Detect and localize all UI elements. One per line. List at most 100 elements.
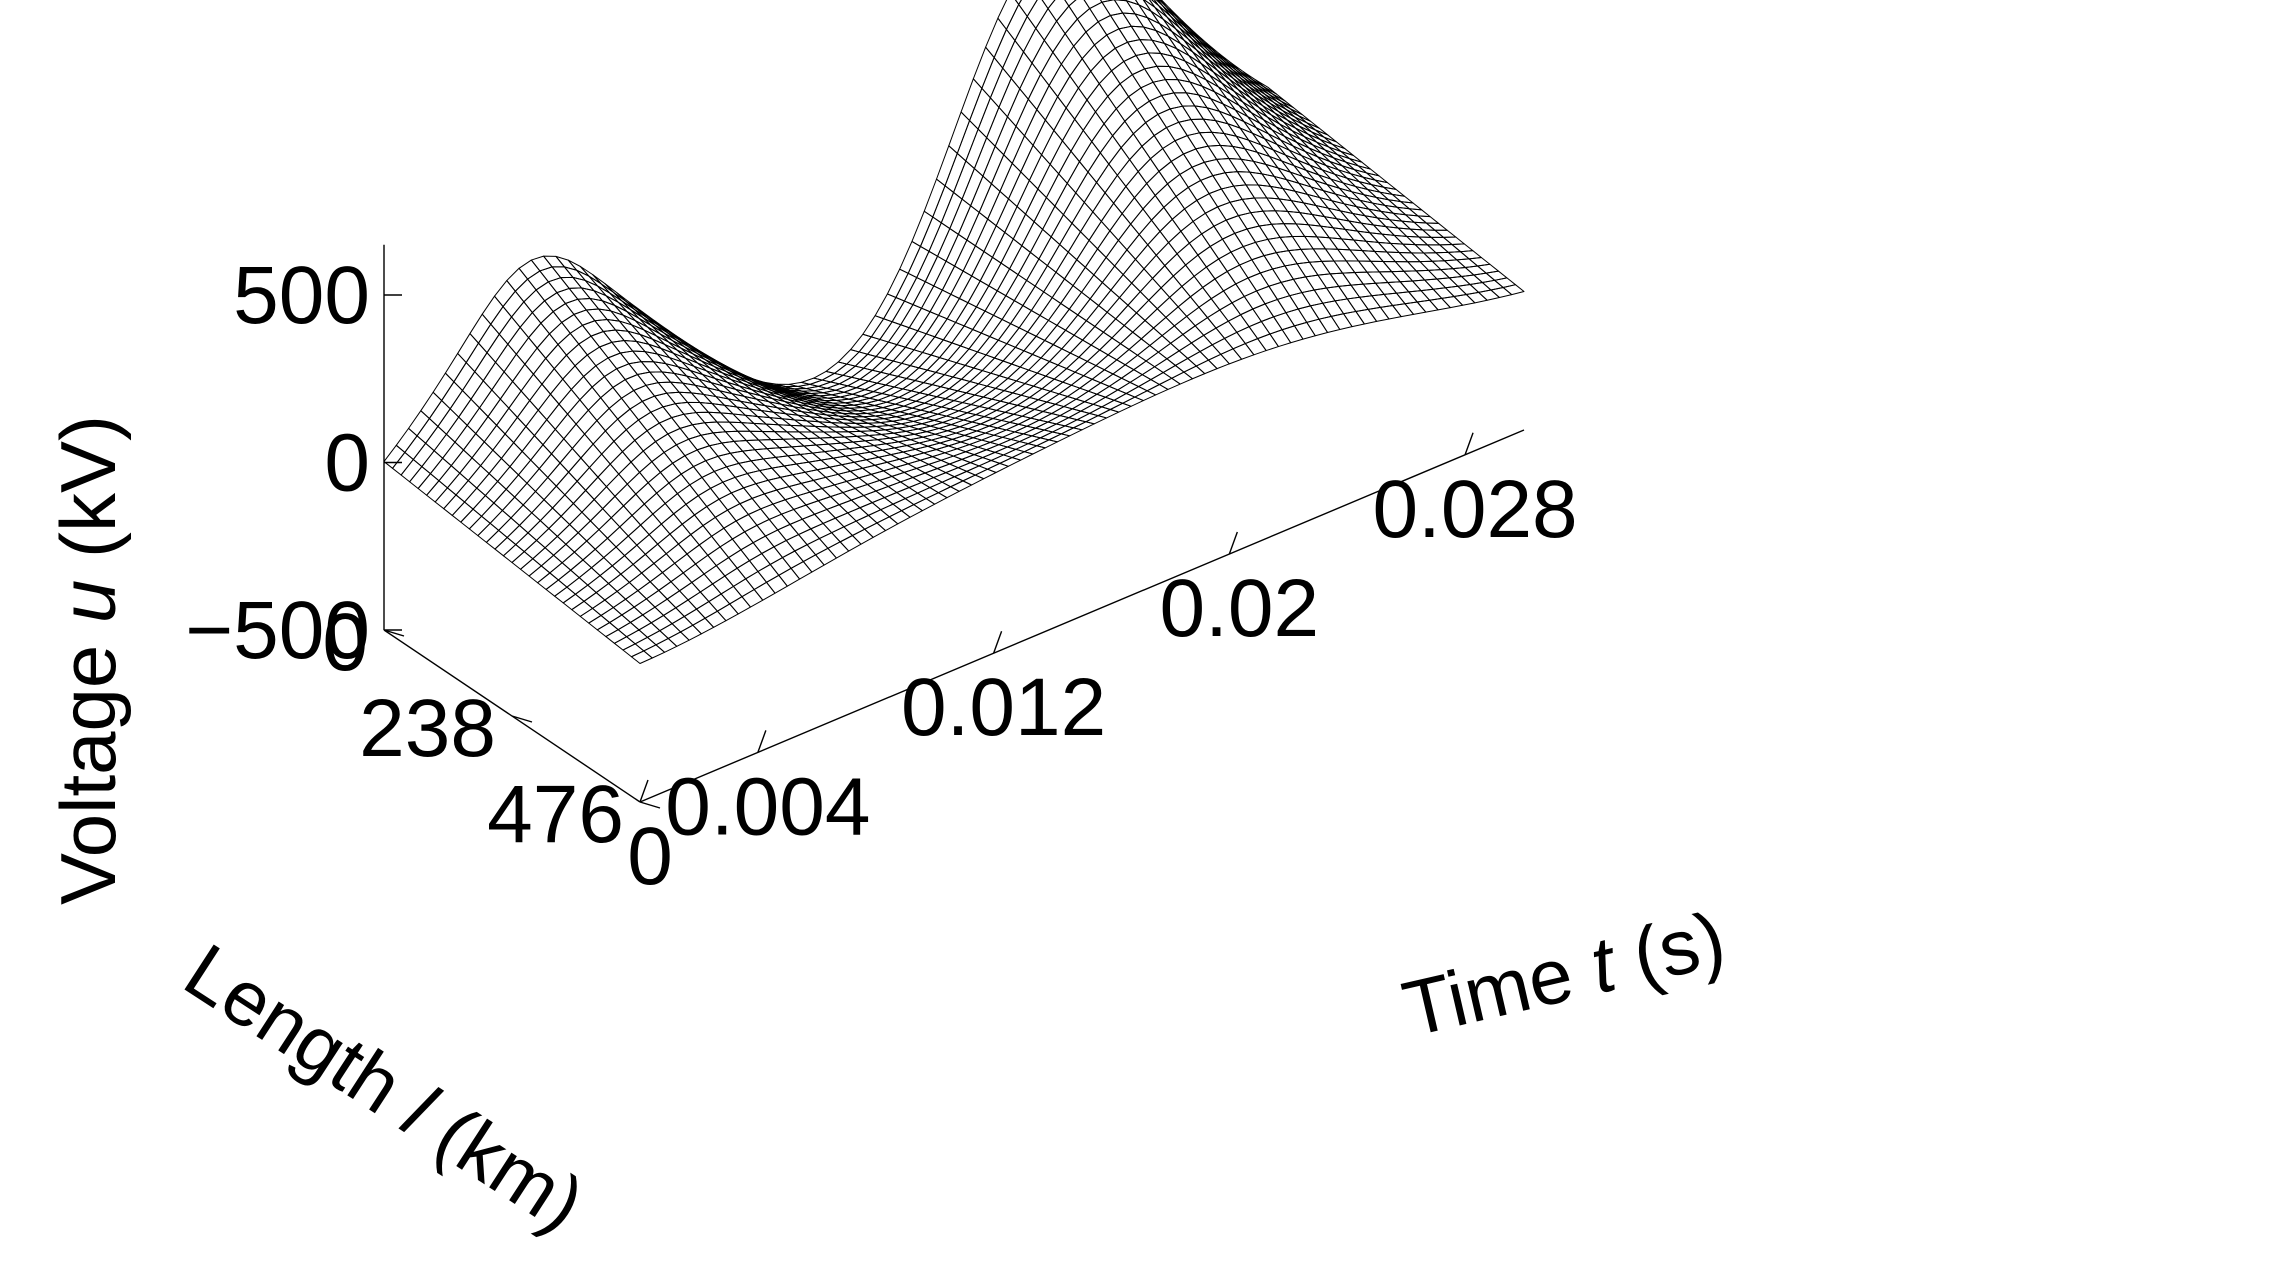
mesh-cell bbox=[1119, 331, 1142, 350]
mesh-cell bbox=[1188, 233, 1211, 256]
mesh-cell bbox=[1291, 235, 1314, 250]
mesh-cell bbox=[1035, 8, 1058, 41]
mesh-cell bbox=[694, 506, 716, 527]
mesh-cell bbox=[706, 498, 729, 518]
mesh-cell bbox=[1134, 390, 1157, 402]
mesh-cell bbox=[805, 500, 828, 515]
mesh-cell bbox=[641, 395, 664, 413]
mesh-cell bbox=[1154, 358, 1176, 374]
mesh-cell bbox=[1398, 252, 1421, 263]
mesh-cell bbox=[809, 487, 832, 502]
mesh-cell bbox=[1240, 308, 1262, 328]
mesh-cell bbox=[672, 455, 694, 475]
mesh-cell bbox=[523, 289, 546, 314]
mesh-cell bbox=[523, 539, 546, 560]
mesh-cell bbox=[782, 550, 804, 569]
mesh-cell bbox=[643, 492, 666, 515]
mesh-cell bbox=[652, 502, 675, 525]
mesh-cell bbox=[613, 636, 636, 651]
mesh-cell bbox=[867, 509, 890, 524]
mesh-cell bbox=[1316, 236, 1339, 250]
mesh-cell bbox=[535, 281, 558, 302]
mesh-cell bbox=[538, 453, 561, 478]
mesh-cell bbox=[1138, 219, 1161, 246]
mesh-cell bbox=[1138, 379, 1160, 392]
mesh-cell bbox=[774, 431, 796, 440]
mesh-cell bbox=[622, 314, 645, 331]
mesh-cell bbox=[667, 427, 690, 446]
mesh-cell bbox=[933, 472, 955, 483]
mesh-cell bbox=[658, 581, 681, 600]
mesh-cell bbox=[581, 499, 604, 522]
mesh-cell bbox=[595, 583, 618, 601]
mesh-cell bbox=[1194, 317, 1217, 336]
mesh-cell bbox=[1324, 248, 1347, 262]
mesh-cell bbox=[514, 278, 537, 303]
mesh-cell bbox=[666, 590, 689, 609]
mesh-cell bbox=[1109, 213, 1132, 241]
mesh-cell bbox=[1136, 100, 1159, 124]
mesh-cell bbox=[1064, 18, 1087, 47]
mesh-cell bbox=[640, 513, 662, 536]
mesh-cell bbox=[634, 430, 657, 452]
mesh-cell bbox=[1119, 74, 1142, 98]
mesh-cell bbox=[853, 459, 876, 469]
mesh-cell bbox=[1288, 248, 1310, 265]
mesh-cell bbox=[888, 510, 911, 525]
mesh-cell bbox=[798, 528, 820, 546]
mesh-cell bbox=[1329, 272, 1352, 287]
mesh-cell bbox=[506, 267, 529, 292]
mesh-cell bbox=[653, 553, 676, 574]
mesh-cell bbox=[843, 520, 866, 537]
mesh-cell bbox=[585, 476, 607, 501]
mesh-cell bbox=[601, 440, 623, 465]
mesh-cell bbox=[604, 590, 627, 609]
mesh-cell bbox=[1090, 57, 1113, 85]
mesh-cell bbox=[648, 523, 671, 545]
mesh-cell bbox=[643, 644, 666, 659]
mesh-cell bbox=[1164, 253, 1187, 277]
mesh-cell bbox=[614, 483, 637, 507]
mesh-cell bbox=[1106, 28, 1129, 49]
mesh-cell bbox=[1182, 325, 1205, 344]
mesh-cell bbox=[818, 532, 841, 549]
mesh-cell bbox=[1150, 372, 1173, 386]
mesh-cell bbox=[1190, 118, 1213, 134]
mesh-cell bbox=[1074, 99, 1096, 131]
mesh-cell bbox=[728, 421, 751, 432]
mesh-cell bbox=[687, 591, 710, 610]
mesh-cell bbox=[785, 534, 808, 552]
mesh-cell bbox=[1140, 327, 1163, 346]
mesh-cell bbox=[649, 572, 672, 591]
mesh-cell bbox=[751, 493, 774, 510]
mesh-cell bbox=[701, 470, 724, 489]
mesh-cell bbox=[624, 374, 647, 391]
mesh-cell bbox=[548, 515, 571, 537]
mesh-cell bbox=[908, 482, 931, 494]
mesh-cell bbox=[863, 490, 886, 504]
mesh-cell bbox=[714, 509, 737, 529]
mesh-cell bbox=[1154, 183, 1177, 208]
mesh-cell bbox=[858, 473, 881, 485]
mesh-cell bbox=[1337, 248, 1360, 262]
mesh-cell bbox=[623, 493, 645, 516]
mesh-cell bbox=[611, 555, 634, 575]
mesh-cell bbox=[1295, 127, 1317, 143]
mesh-cell bbox=[1181, 105, 1204, 120]
mesh-cell bbox=[1502, 284, 1525, 296]
mesh-cell bbox=[761, 546, 784, 565]
mesh-cell bbox=[498, 517, 520, 538]
mesh-cell bbox=[1069, 58, 1092, 89]
mesh-cell bbox=[554, 586, 576, 604]
mesh-cell bbox=[865, 456, 888, 466]
mesh-cell bbox=[1170, 333, 1192, 352]
mesh-cell bbox=[1311, 131, 1334, 145]
mesh-cell bbox=[800, 479, 823, 493]
mesh-cell bbox=[1077, 70, 1100, 101]
length-tick bbox=[511, 715, 533, 723]
mesh-cell bbox=[1129, 374, 1152, 388]
mesh-cell bbox=[1100, 202, 1123, 232]
mesh-cell bbox=[1321, 260, 1344, 275]
mesh-cell bbox=[565, 532, 588, 553]
mesh-cell bbox=[880, 503, 903, 518]
